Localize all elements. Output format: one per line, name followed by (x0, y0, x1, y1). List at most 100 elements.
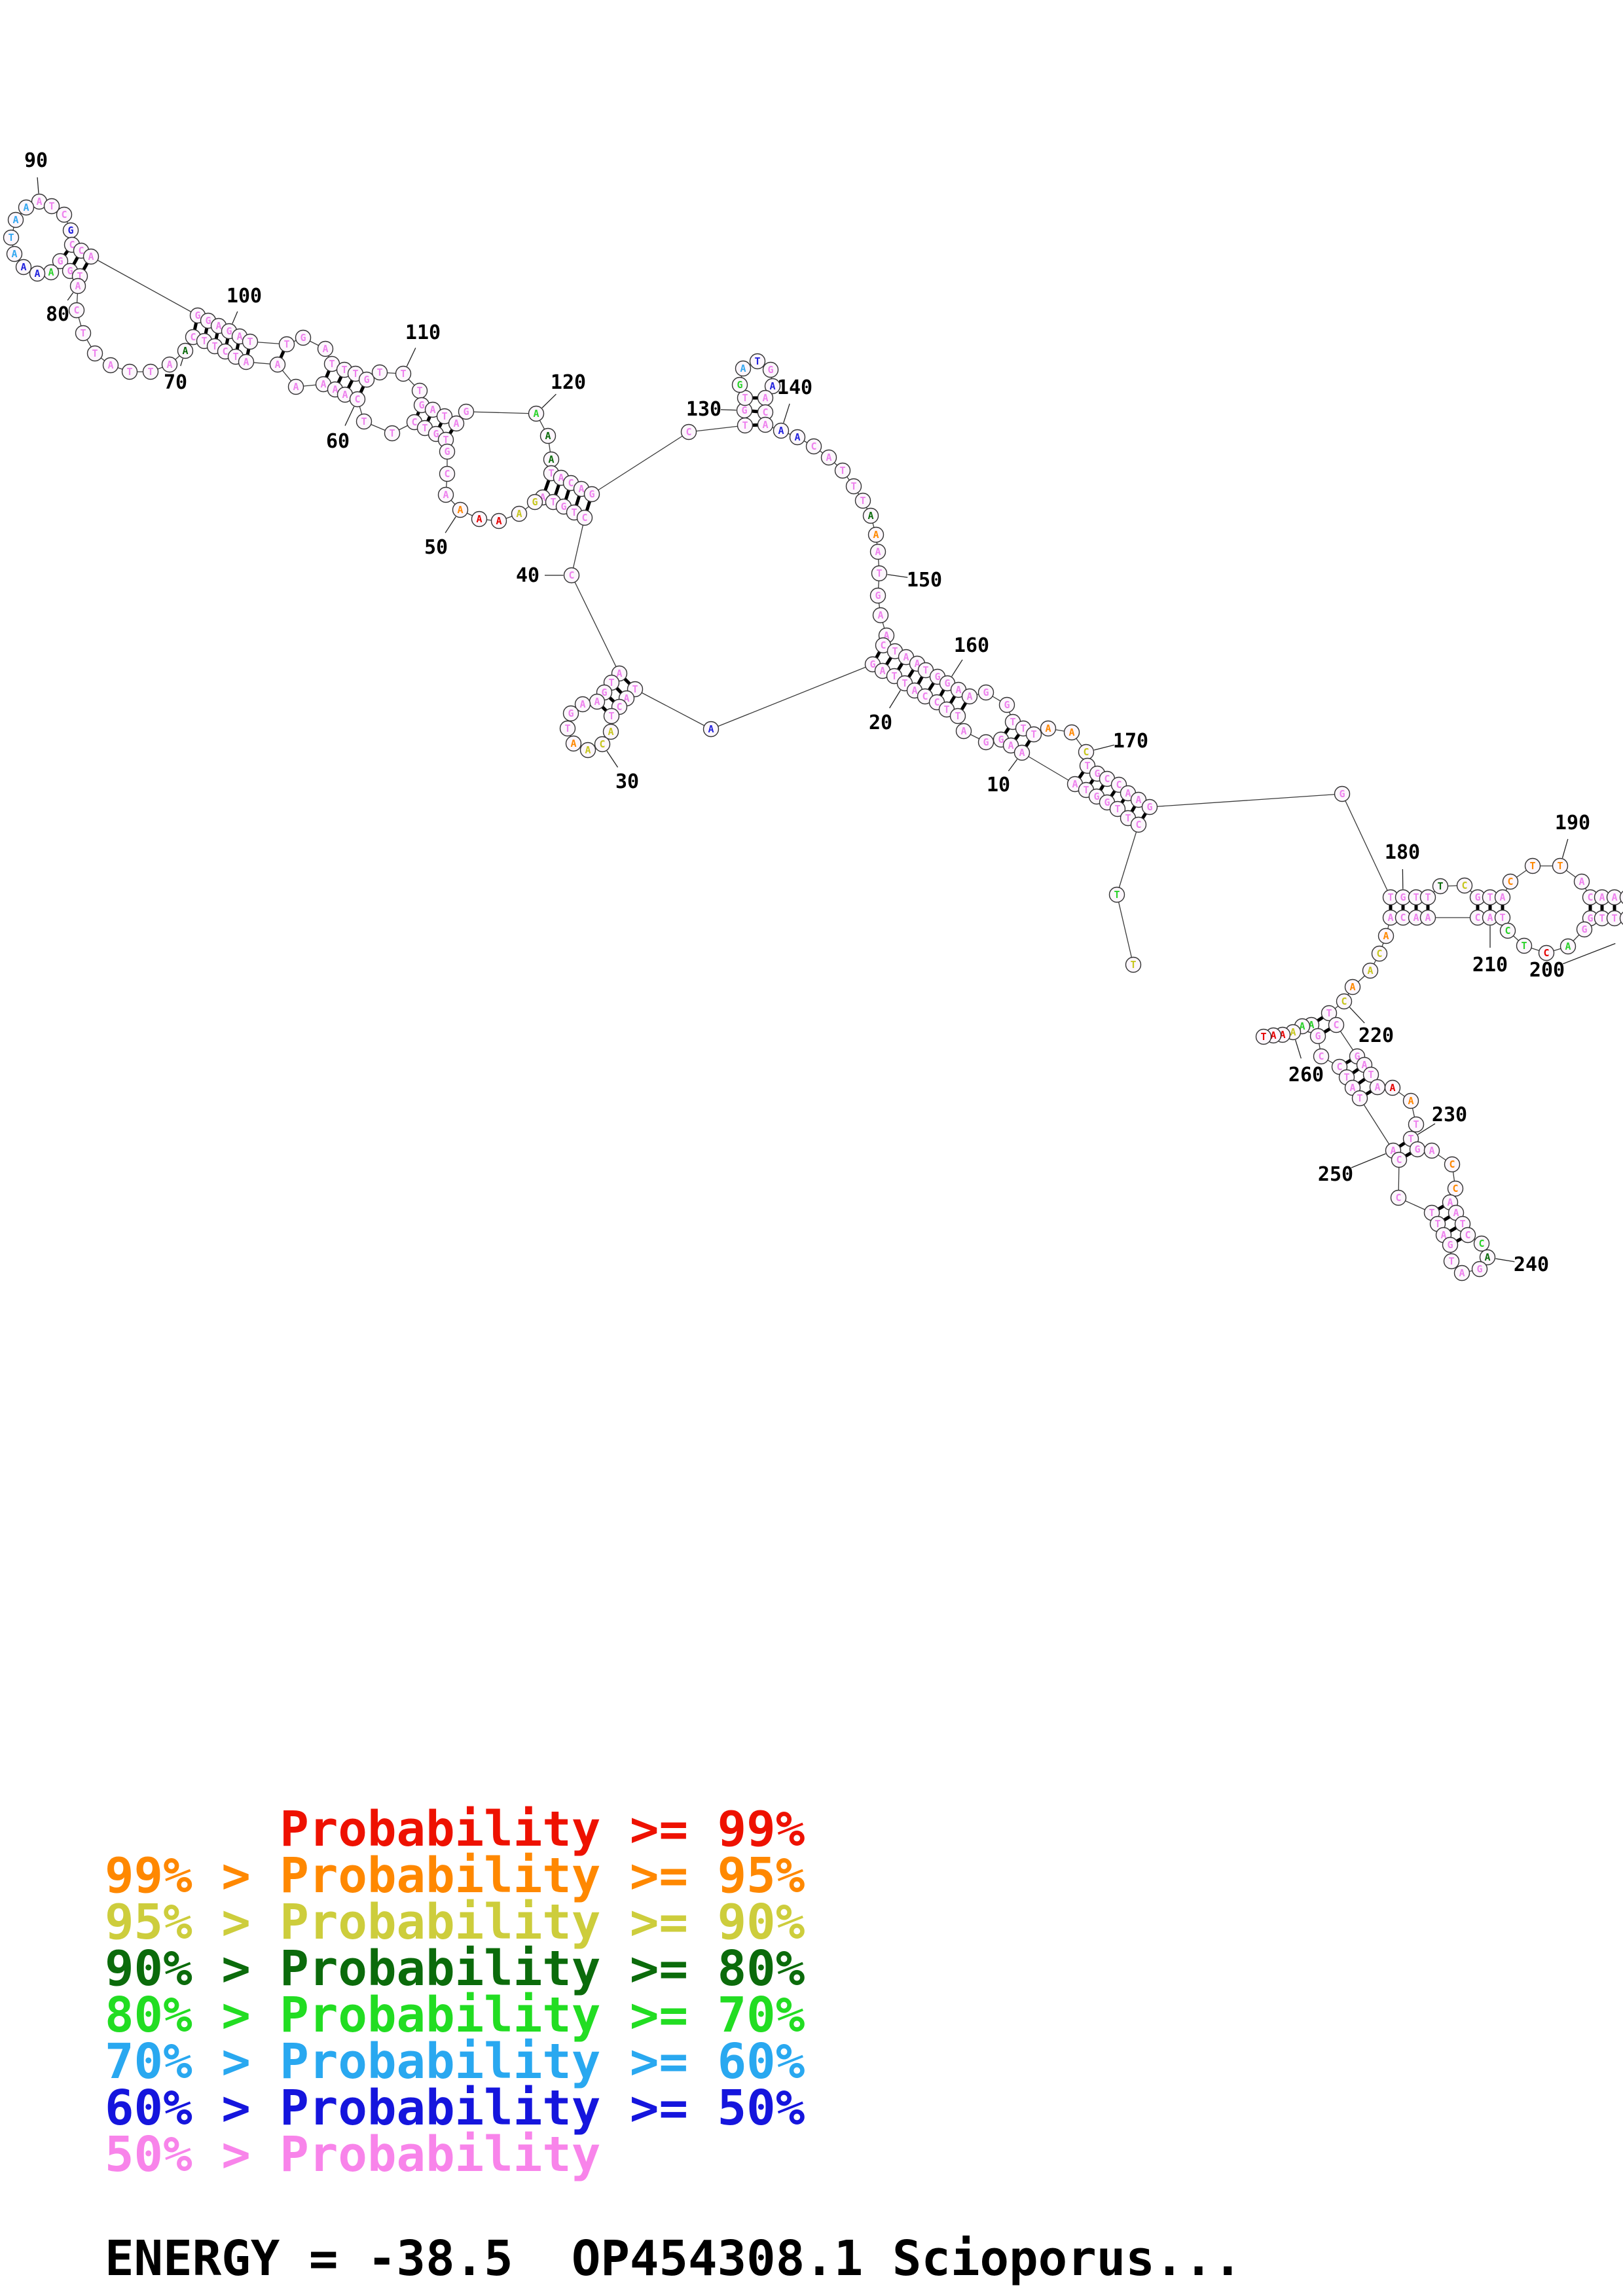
nucleotide-letter: A (88, 251, 94, 262)
position-label: 70 (164, 371, 187, 394)
nucleotide-letter: T (850, 480, 856, 492)
position-label: 90 (24, 149, 48, 172)
nucleotide-letter: G (433, 428, 439, 440)
nucleotide-letter: A (762, 392, 768, 404)
nucleotide (594, 736, 611, 753)
nucleotide (1419, 909, 1436, 926)
position-label: 130 (686, 398, 721, 421)
nucleotide (735, 360, 752, 377)
nucleotide-letter: T (1260, 1031, 1266, 1043)
nucleotide-letter: T (1434, 1218, 1440, 1230)
nucleotide (56, 206, 73, 223)
nucleotide-letter: T (1413, 891, 1419, 903)
nucleotide-letter: A (769, 380, 775, 392)
nucleotide-letter: A (778, 425, 784, 437)
nucleotide-letter: T (1487, 891, 1493, 903)
base-pair-bond (585, 499, 592, 512)
nucleotide-letter: A (1279, 1029, 1285, 1041)
nucleotide-letter: A (457, 504, 463, 516)
nucleotide-letter: G (983, 687, 989, 698)
base-pair-bond (574, 494, 581, 507)
nucleotide-letter: T (1429, 1207, 1434, 1219)
nucleotide-letter: G (1476, 1263, 1482, 1275)
nucleotide (1351, 1090, 1368, 1107)
position-label: 110 (405, 321, 441, 344)
nucleotide (436, 408, 453, 425)
backbone-link (1116, 894, 1134, 965)
nucleotide-letter: G (601, 687, 607, 698)
nucleotide-letter: A (883, 630, 889, 641)
nucleotide-letter: A (1413, 912, 1419, 924)
nucleotide (242, 333, 259, 350)
nucleotide-letter: A (1361, 1059, 1367, 1071)
nucleotide-letter: A (166, 359, 172, 370)
position-label: 250 (1318, 1163, 1353, 1186)
nucleotide (576, 509, 593, 526)
nucleotide-letter: C (69, 239, 75, 251)
position-label: 160 (954, 634, 989, 657)
nucleotide-letter: C (1587, 891, 1593, 903)
nucleotide-letter: C (1543, 947, 1549, 959)
nucleotide-letter: A (1565, 941, 1571, 952)
backbone-link (591, 431, 689, 495)
nucleotide-letter: T (943, 704, 949, 715)
label-leader (889, 690, 901, 709)
nucleotide-letter: G (568, 708, 574, 719)
nucleotide-letter: T (232, 351, 238, 363)
nucleotide-letter: C (1507, 876, 1513, 888)
legend-line: 60% > Probability >= 50% (105, 2080, 805, 2136)
nucleotide-letter: C (1336, 1061, 1342, 1073)
nucleotide-letter: T (754, 355, 760, 367)
nucleotide-letter: G (767, 364, 773, 376)
nucleotide (6, 245, 23, 262)
nucleotide-letter: A (1135, 794, 1141, 806)
nucleotide-letter: C (1474, 912, 1480, 924)
nucleotide-letter: A (1308, 1019, 1314, 1031)
nucleotide-letter: C (568, 569, 574, 581)
nucleotide-letter: C (411, 416, 417, 428)
label-leader (1349, 1007, 1365, 1024)
nucleotide-letter: A (1349, 981, 1355, 993)
label-leader (445, 516, 456, 533)
nucleotide (1479, 1249, 1496, 1266)
nucleotide-letter: A (1408, 1095, 1413, 1107)
nucleotide-letter: G (1094, 768, 1100, 780)
nucleotide-letter: A (539, 492, 545, 503)
nucleotide (1538, 944, 1555, 961)
nucleotide (1040, 720, 1057, 737)
nucleotide-letter: G (1354, 1050, 1360, 1062)
nucleotide (1025, 726, 1042, 743)
energy-text: ENERGY = -38.5 OP454308.1 Scioporus... (105, 2231, 1243, 2287)
label-leader (1008, 759, 1018, 772)
label-leader (1563, 942, 1616, 965)
nucleotide-letter: T (1326, 1007, 1332, 1019)
nucleotide (680, 423, 697, 440)
nucleotide (371, 364, 388, 381)
nucleotide (603, 708, 620, 725)
nucleotide (349, 391, 366, 408)
legend-line: 80% > Probability >= 70% (105, 1987, 805, 2043)
label-leader (887, 574, 908, 578)
nucleotide-letter: G (1581, 924, 1587, 935)
nucleotide-letter: T (1499, 912, 1505, 924)
nucleotide-letter: C (222, 346, 228, 357)
nucleotide-letter: A (322, 343, 328, 355)
nucleotide-letter: G (1414, 1143, 1420, 1155)
nucleotide (1499, 922, 1516, 939)
nucleotide-letter: G (300, 332, 306, 344)
nucleotide (1559, 938, 1577, 955)
nucleotide-letter: C (1116, 779, 1122, 791)
nucleotide-letter: A (1367, 965, 1373, 977)
nucleotide (1377, 927, 1395, 944)
nucleotide-letter: C (762, 406, 768, 418)
nucleotide-letter: T (416, 385, 422, 397)
nucleotide-letter: T (1010, 716, 1015, 728)
nucleotide (395, 365, 412, 382)
nucleotide (867, 526, 884, 543)
nucleotide-letter: G (205, 315, 211, 327)
nucleotide-letter: T (1599, 912, 1605, 924)
label-leader (232, 311, 238, 324)
nucleotide-letter: A (320, 378, 326, 390)
label-leader (344, 406, 355, 426)
nucleotide-letter: C (599, 738, 605, 750)
